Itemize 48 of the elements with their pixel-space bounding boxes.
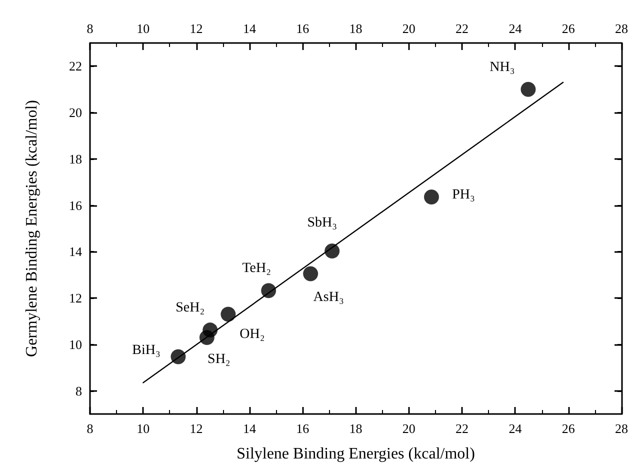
x-axis-title: Silylene Binding Energies (kcal/mol) — [236, 446, 475, 462]
annotation: OH₂ — [240, 326, 265, 342]
x2-tick-label: 22 — [456, 21, 469, 36]
y-tick-label: 18 — [69, 151, 82, 166]
y-tick-label: 22 — [69, 58, 82, 74]
x2-tick-label: 20 — [402, 21, 416, 36]
x-tick-label: 28 — [615, 421, 628, 436]
x2-tick-label: 24 — [508, 21, 522, 36]
x2-tick-label: 18 — [349, 21, 362, 36]
x-tick-label: 8 — [86, 421, 94, 436]
point — [220, 306, 236, 322]
annotation: SH₂ — [208, 352, 230, 367]
point — [324, 243, 340, 258]
point — [424, 189, 439, 204]
x-tick-label: 24 — [508, 421, 522, 436]
x-tick-label: 26 — [562, 421, 576, 436]
annotation: BiH₃ — [132, 343, 160, 358]
y-tick-label: 10 — [69, 336, 82, 352]
point — [520, 82, 536, 97]
x2-tick-label: 8 — [86, 21, 94, 36]
x-tick-label: 14 — [242, 421, 256, 436]
annotation: SbH₃ — [307, 215, 338, 230]
x-tick-label: 16 — [296, 421, 310, 436]
annotation: TeH₂ — [242, 261, 272, 276]
x-tick-label: 10 — [136, 421, 150, 436]
annotation: NH₃ — [490, 60, 515, 75]
annotation: SeH₂ — [176, 300, 205, 316]
x-tick-label: 22 — [456, 421, 469, 436]
y-axis-title: Germylene Binding Energies (kcal/mol) — [24, 100, 40, 357]
y-tick-label: 20 — [69, 105, 82, 120]
x2-tick-label: 12 — [190, 21, 203, 36]
point — [202, 322, 218, 338]
x2-tick-label: 28 — [615, 21, 628, 36]
x-tick-label: 18 — [349, 421, 362, 436]
x2-tick-label: 16 — [296, 21, 310, 36]
point — [261, 283, 276, 298]
point — [303, 266, 318, 282]
y-tick-label: 14 — [69, 244, 82, 260]
x-tick-label: 12 — [190, 421, 203, 436]
y-tick-label: 12 — [69, 290, 82, 306]
x2-tick-label: 26 — [562, 21, 576, 36]
annotation: PH₃ — [452, 187, 475, 202]
annotation: AsH₃ — [313, 290, 344, 306]
y-tick-label: 8 — [76, 383, 82, 398]
y-tick-label: 16 — [69, 198, 82, 213]
x2-tick-label: 14 — [242, 21, 256, 36]
x2-tick-label: 10 — [136, 21, 150, 36]
x-tick-label: 20 — [402, 421, 416, 436]
